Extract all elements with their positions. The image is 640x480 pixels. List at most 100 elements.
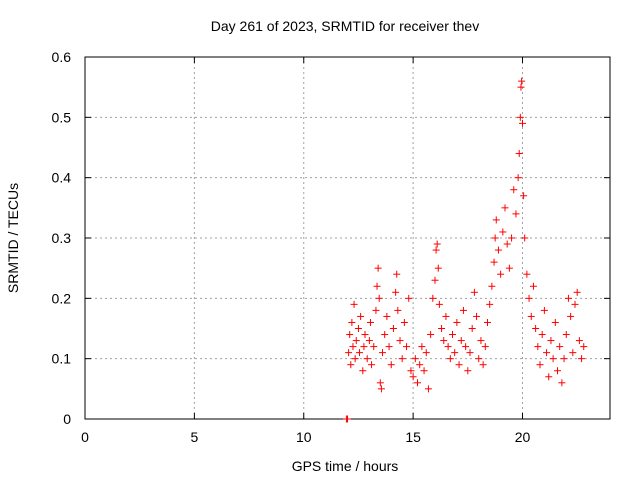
data-point xyxy=(374,264,382,272)
data-point xyxy=(345,349,353,357)
data-point xyxy=(558,379,566,387)
data-point xyxy=(517,83,525,91)
data-point xyxy=(494,246,502,254)
data-point xyxy=(377,385,385,393)
data-point xyxy=(349,343,357,351)
data-point xyxy=(357,312,365,320)
data-point xyxy=(442,312,450,320)
data-point xyxy=(575,337,583,345)
data-point xyxy=(432,246,440,254)
data-point xyxy=(400,318,408,326)
data-point xyxy=(523,270,531,278)
data-point xyxy=(354,325,362,332)
data-point xyxy=(491,234,499,242)
data-point xyxy=(505,264,513,272)
data-point xyxy=(562,331,570,339)
data-point xyxy=(564,294,572,302)
data-point xyxy=(431,276,439,284)
data-point xyxy=(536,361,544,369)
data-point xyxy=(497,270,505,278)
data-point xyxy=(520,192,528,200)
data-point xyxy=(554,367,561,375)
data-point xyxy=(519,119,526,127)
y-tick-label: 0 xyxy=(63,411,71,427)
data-point xyxy=(551,318,559,326)
data-point xyxy=(492,216,500,224)
data-point xyxy=(501,204,509,212)
x-tick-label: 10 xyxy=(296,429,312,445)
data-point xyxy=(516,113,524,121)
data-point xyxy=(414,379,421,387)
data-point xyxy=(560,355,568,363)
data-point xyxy=(403,343,411,351)
data-point xyxy=(352,337,360,345)
data-point xyxy=(379,349,386,357)
data-point xyxy=(360,343,368,351)
data-point xyxy=(488,282,496,290)
data-point xyxy=(346,331,354,339)
y-tick-label: 0.1 xyxy=(52,351,72,367)
data-point xyxy=(578,355,586,363)
data-point xyxy=(459,306,467,314)
data-point xyxy=(370,343,378,351)
data-point xyxy=(389,325,397,332)
data-point xyxy=(418,343,426,351)
data-point xyxy=(394,306,402,314)
data-point xyxy=(385,343,393,351)
data-point xyxy=(569,349,577,357)
data-point xyxy=(518,77,526,85)
data-point xyxy=(356,349,364,357)
data-point xyxy=(503,240,511,248)
data-point xyxy=(499,228,507,236)
data-point xyxy=(543,349,551,357)
data-point xyxy=(361,331,369,339)
data-point xyxy=(392,288,400,296)
data-point xyxy=(510,186,518,194)
data-point xyxy=(440,337,448,345)
data-point xyxy=(571,300,579,308)
x-tick-label: 15 xyxy=(405,429,421,445)
data-point xyxy=(427,331,435,339)
data-point xyxy=(396,337,404,345)
data-point xyxy=(344,415,351,423)
y-tick-label: 0.5 xyxy=(52,109,72,125)
x-tick-label: 5 xyxy=(190,429,198,445)
data-point xyxy=(486,300,494,308)
data-point xyxy=(429,294,437,302)
data-point xyxy=(484,318,491,326)
y-tick-label: 0.3 xyxy=(52,230,72,246)
data-point xyxy=(434,264,442,272)
data-point xyxy=(422,349,430,357)
data-point xyxy=(444,343,452,351)
data-point xyxy=(521,234,529,242)
data-point xyxy=(453,318,461,326)
data-point xyxy=(347,361,355,369)
x-tick-label: 0 xyxy=(81,429,89,445)
data-point xyxy=(409,373,417,381)
data-point xyxy=(455,361,463,369)
data-point xyxy=(479,361,487,369)
data-point xyxy=(515,150,523,158)
data-point xyxy=(372,306,380,314)
data-point xyxy=(381,331,389,339)
data-point xyxy=(393,270,401,278)
data-point xyxy=(529,282,537,290)
data-point xyxy=(383,312,391,320)
data-point xyxy=(446,355,454,363)
data-point xyxy=(407,367,415,375)
data-point xyxy=(549,355,557,363)
data-point xyxy=(350,300,358,308)
y-axis-label: SRMTID / TECUs xyxy=(5,183,21,293)
data-point xyxy=(525,294,533,302)
data-point xyxy=(573,288,581,296)
data-point xyxy=(366,318,374,326)
data-point xyxy=(451,349,459,357)
data-point xyxy=(438,325,446,332)
data-point xyxy=(567,312,575,320)
data-point xyxy=(532,325,540,332)
data-point xyxy=(508,234,516,242)
data-point xyxy=(398,355,406,363)
x-tick-label: 20 xyxy=(515,429,531,445)
data-point xyxy=(449,331,456,339)
data-point xyxy=(348,318,356,326)
